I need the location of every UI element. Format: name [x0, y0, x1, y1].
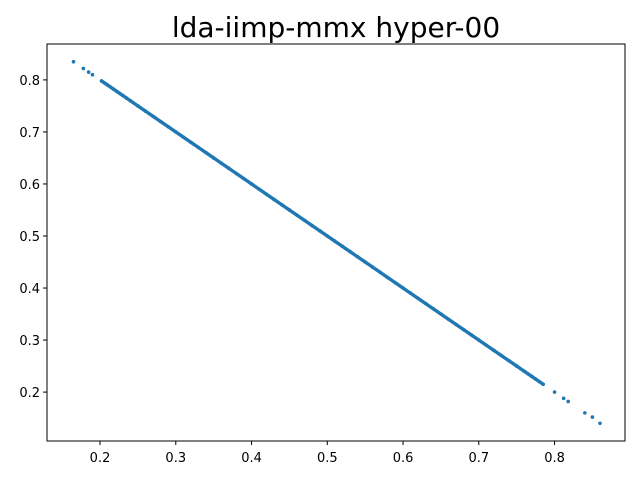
y-tick-label: 0.6 [19, 178, 40, 193]
y-tick-label: 0.5 [19, 230, 40, 245]
data-point [552, 390, 557, 394]
plot-frame [46, 43, 626, 442]
x-tick-label: 0.6 [393, 451, 414, 466]
data-point [583, 411, 587, 415]
y-tick-label: 0.3 [19, 334, 40, 349]
y-tick-label: 0.8 [19, 74, 40, 89]
data-point [71, 59, 76, 64]
data-points [71, 59, 602, 426]
y-tick-label: 0.4 [19, 282, 40, 297]
x-tick-label: 0.5 [317, 451, 338, 466]
axis-ticks: 0.2 0.3 0.4 0.5 0.6 0.7 0.8 0.2 0.3 0.4 0.5 0.6 0.7 0… [19, 74, 565, 466]
data-point [90, 72, 95, 77]
x-tick-label: 0.2 [90, 451, 111, 466]
data-point [598, 421, 602, 426]
data-point [81, 66, 86, 71]
data-point [561, 396, 566, 401]
chart-title: lda-iimp-mmx hyper-00 [172, 11, 500, 44]
x-tick-label: 0.4 [241, 451, 262, 466]
dense-point-band [99, 79, 545, 386]
x-tick-label: 0.8 [544, 451, 565, 466]
x-tick-label: 0.3 [165, 451, 186, 466]
data-point [590, 415, 595, 419]
x-tick-label: 0.7 [468, 451, 489, 466]
data-point [86, 70, 91, 74]
y-tick-label: 0.7 [19, 126, 40, 141]
y-tick-label: 0.2 [19, 386, 40, 401]
data-point [566, 399, 570, 404]
